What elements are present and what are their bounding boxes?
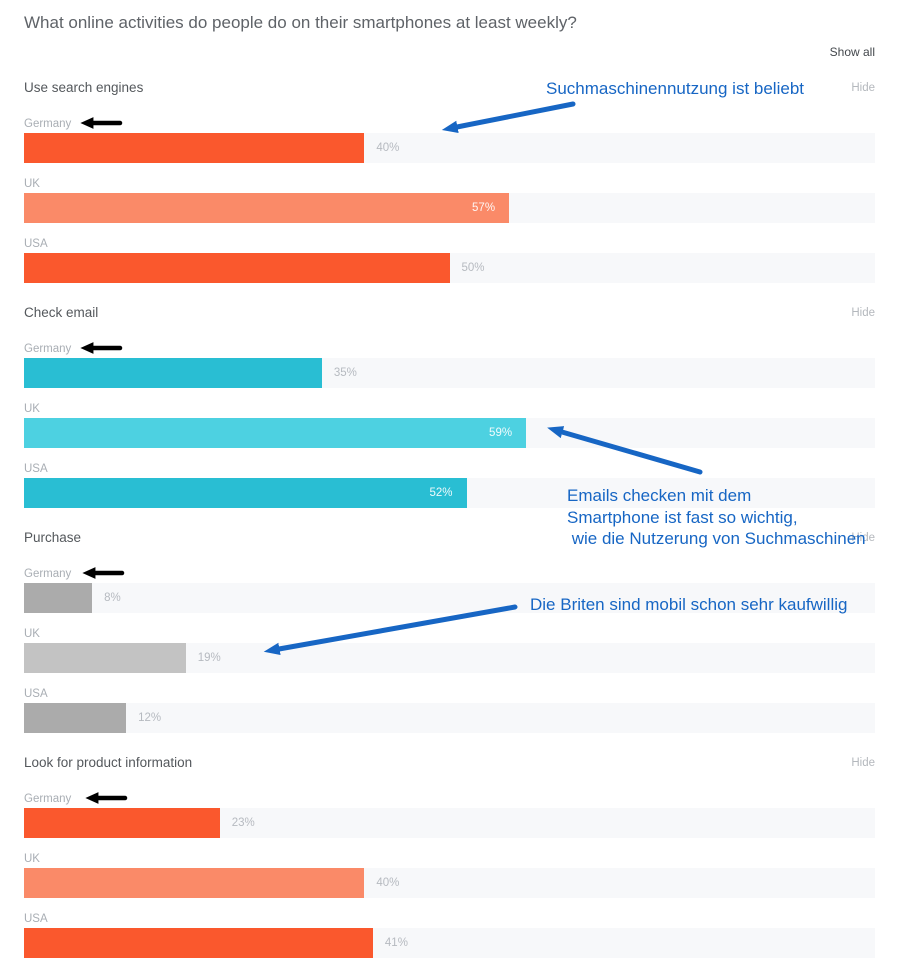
bar-track: 40%	[24, 868, 875, 898]
annotation-note: Die Briten sind mobil schon sehr kaufwil…	[530, 595, 848, 614]
hide-button[interactable]: Hide	[851, 82, 875, 94]
bar-row: UK 40%	[24, 853, 875, 898]
country-label: UK	[24, 403, 40, 415]
bar-value-label: 35%	[333, 367, 357, 379]
bar-germany[interactable]	[24, 133, 365, 163]
bar-germany[interactable]	[24, 358, 322, 388]
hide-button[interactable]: Hide	[851, 757, 875, 769]
bar-row: UK 59%	[24, 403, 875, 448]
bar-row: Germany 40%	[24, 118, 875, 163]
bar-track: 52%	[24, 478, 875, 508]
bar-value-label: 57%	[472, 202, 496, 214]
chart-sections: Use search engines Hide Germany 40% UK 57% USA…	[24, 81, 875, 958]
bar-track: 59%	[24, 418, 875, 448]
country-label: UK	[24, 628, 40, 640]
country-label: USA	[24, 463, 48, 475]
bar-track: 41%	[24, 928, 875, 958]
bar-track: 23%	[24, 808, 875, 838]
annotation-note: Suchmaschinennutzung ist beliebt	[546, 79, 804, 98]
hide-button[interactable]: Hide	[851, 307, 875, 319]
country-label: USA	[24, 688, 48, 700]
bar-row: USA 41%	[24, 913, 875, 958]
country-label: Germany	[24, 118, 72, 130]
bar-value-label: 40%	[376, 877, 400, 889]
country-label: Germany	[24, 343, 72, 355]
bar-uk[interactable]: 57%	[24, 193, 510, 223]
section-header: Purchase Hide	[24, 531, 875, 545]
bar-value-label: 19%	[197, 652, 221, 664]
section-header: Check email Hide	[24, 306, 875, 320]
country-label: USA	[24, 238, 48, 250]
bar-track: 50%	[24, 253, 875, 283]
section-header: Look for product information Hide	[24, 756, 875, 770]
bar-row: Germany 23%	[24, 793, 875, 838]
bar-uk[interactable]	[24, 643, 186, 673]
show-all-button[interactable]: Show all	[829, 45, 875, 59]
country-label: Germany	[24, 793, 72, 805]
bar-value-label: 8%	[104, 592, 121, 604]
bar-track: 40%	[24, 133, 875, 163]
activity-section: Purchase Hide Germany 8% UK 19% USA 12%	[24, 531, 875, 733]
bar-row: UK 57%	[24, 178, 875, 223]
annotation-note: Emails checken mit dem Smartphone ist fa…	[567, 486, 866, 548]
hide-button[interactable]: Hide	[851, 532, 875, 544]
bar-track: 19%	[24, 643, 875, 673]
bar-germany[interactable]	[24, 583, 93, 613]
bar-track: 12%	[24, 703, 875, 733]
activity-title: Look for product information	[24, 755, 193, 770]
bar-track: 35%	[24, 358, 875, 388]
activity-section: Use search engines Hide Germany 40% UK 57% USA…	[24, 81, 875, 283]
page-title: What online activities do people do on t…	[24, 13, 577, 32]
country-label: UK	[24, 853, 40, 865]
country-label: USA	[24, 913, 48, 925]
bar-value-label: 23%	[231, 817, 255, 829]
bar-germany[interactable]	[24, 808, 220, 838]
bar-row: USA 50%	[24, 238, 875, 283]
bar-value-label: 50%	[461, 262, 485, 274]
bar-usa[interactable]: 52%	[24, 478, 467, 508]
bar-row: USA 12%	[24, 688, 875, 733]
bar-value-label: 52%	[429, 487, 453, 499]
country-label: Germany	[24, 568, 72, 580]
bar-uk[interactable]: 59%	[24, 418, 527, 448]
activity-title: Use search engines	[24, 80, 144, 95]
bar-track: 57%	[24, 193, 875, 223]
activity-title: Check email	[24, 305, 99, 320]
activity-section: Check email Hide Germany 35% UK 59% USA 52%	[24, 306, 875, 508]
activity-title: Purchase	[24, 530, 82, 545]
country-label: UK	[24, 178, 40, 190]
bar-usa[interactable]	[24, 928, 373, 958]
bar-value-label: 59%	[489, 427, 513, 439]
bar-value-label: 41%	[384, 937, 408, 949]
bar-uk[interactable]	[24, 868, 365, 898]
bar-usa[interactable]	[24, 253, 450, 283]
bar-row: Germany 35%	[24, 343, 875, 388]
bar-value-label: 12%	[138, 712, 162, 724]
bar-row: UK 19%	[24, 628, 875, 673]
activity-section: Look for product information Hide Germany 2…	[24, 756, 875, 958]
section-header: Use search engines Hide	[24, 81, 875, 95]
bar-usa[interactable]	[24, 703, 127, 733]
bar-value-label: 40%	[376, 142, 400, 154]
bar-row: USA 52%	[24, 463, 875, 508]
